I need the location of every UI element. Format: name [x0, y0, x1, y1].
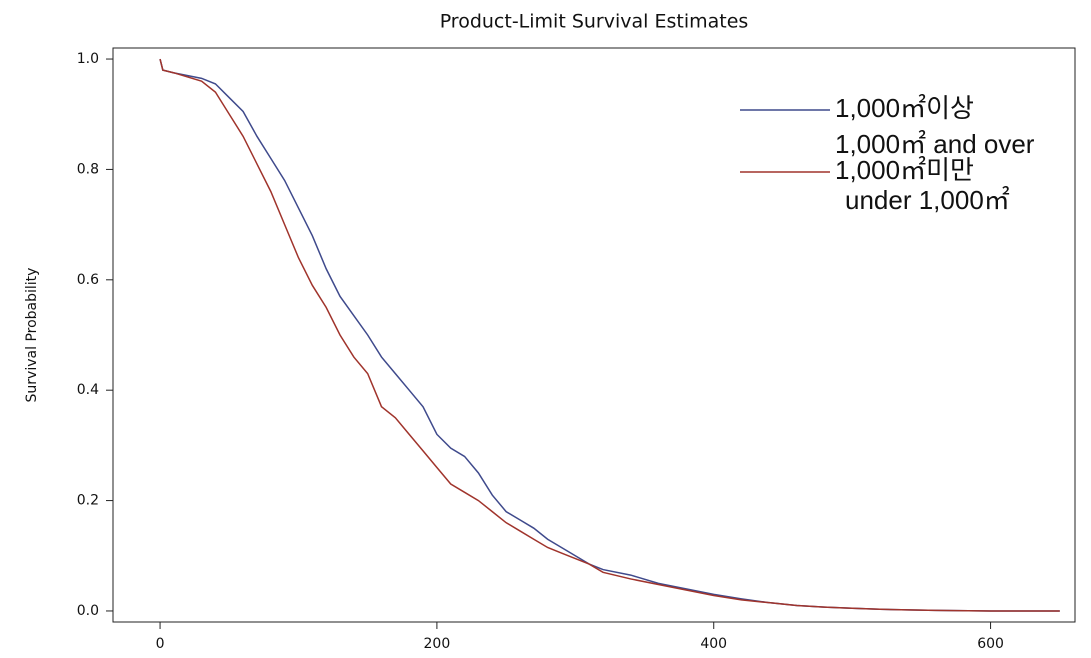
legend-label-en: 1,000㎡ and over [835, 129, 1035, 159]
y-tick-label: 0.4 [77, 382, 99, 398]
y-tick-label: 0.6 [77, 272, 99, 288]
x-tick-label: 200 [424, 636, 451, 652]
y-tick-label: 0.8 [77, 161, 99, 177]
y-axis-label: Survival Probability [24, 268, 40, 403]
legend-label: 1,000㎡이상 [835, 93, 974, 123]
x-tick-label: 0 [156, 636, 165, 652]
y-tick-label: 0.2 [77, 493, 99, 509]
legend-label: 1,000㎡미만 [835, 155, 974, 185]
legend-label-en: under 1,000㎡ [845, 185, 1010, 215]
plot-frame [112, 47, 1076, 623]
x-tick-label: 400 [700, 636, 727, 652]
x-tick-label: 600 [977, 636, 1004, 652]
y-tick-label: 0.0 [77, 603, 99, 619]
survival-curve [159, 58, 1060, 612]
y-tick-label: 1.0 [77, 51, 99, 67]
chart-title: Product-Limit Survival Estimates [440, 11, 749, 33]
